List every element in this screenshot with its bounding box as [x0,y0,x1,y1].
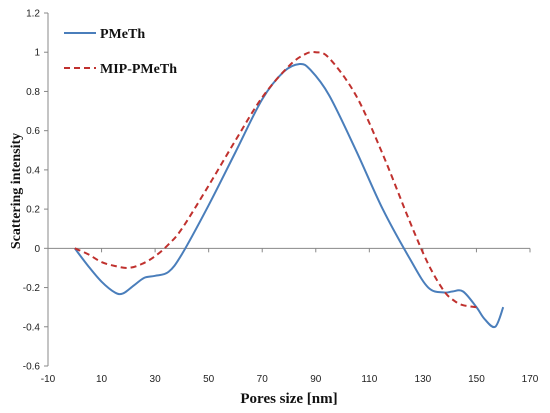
y-tick-label: 0 [34,244,40,255]
x-tick-label: 90 [310,374,322,385]
axes: -0.6 -0.4 -0.2 0 0.2 0.4 0.6 0.8 1 1.2 -10 10 30 50 70… [23,9,539,386]
y-tick-label: 1.2 [26,9,40,20]
x-tick-label: -10 [41,374,56,385]
y-tick-label: 0.2 [26,205,40,216]
y-tick-label: 0.4 [26,165,40,176]
legend-label: PMeTh [100,27,145,42]
legend-label: MIP-PMeTh [100,62,177,77]
x-tick-label: 50 [203,374,215,385]
x-tick-label: 130 [415,374,432,385]
series-layer [73,50,505,329]
y-tick-label: 0.8 [26,87,40,98]
y-tick-label: 1 [34,48,40,59]
x-tick-label: 70 [257,374,269,385]
series-line-pmeth [73,62,505,329]
x-tick-label: 30 [150,374,162,385]
x-tick-label: 170 [522,374,539,385]
y-tick-label: -0.6 [23,362,41,373]
x-axis-title: Pores size [nm] [240,391,337,407]
legend: PMeTh MIP-PMeTh [64,27,177,77]
x-tick-label: 110 [361,374,377,385]
x-tick-label: 150 [468,374,485,385]
y-tick-label: -0.4 [23,322,41,333]
x-tick-label: 10 [96,374,108,385]
y-tick-label: 0.6 [26,126,40,137]
y-axis-title: Scattering intensity [9,133,24,249]
y-tick-label: -0.2 [23,283,41,294]
